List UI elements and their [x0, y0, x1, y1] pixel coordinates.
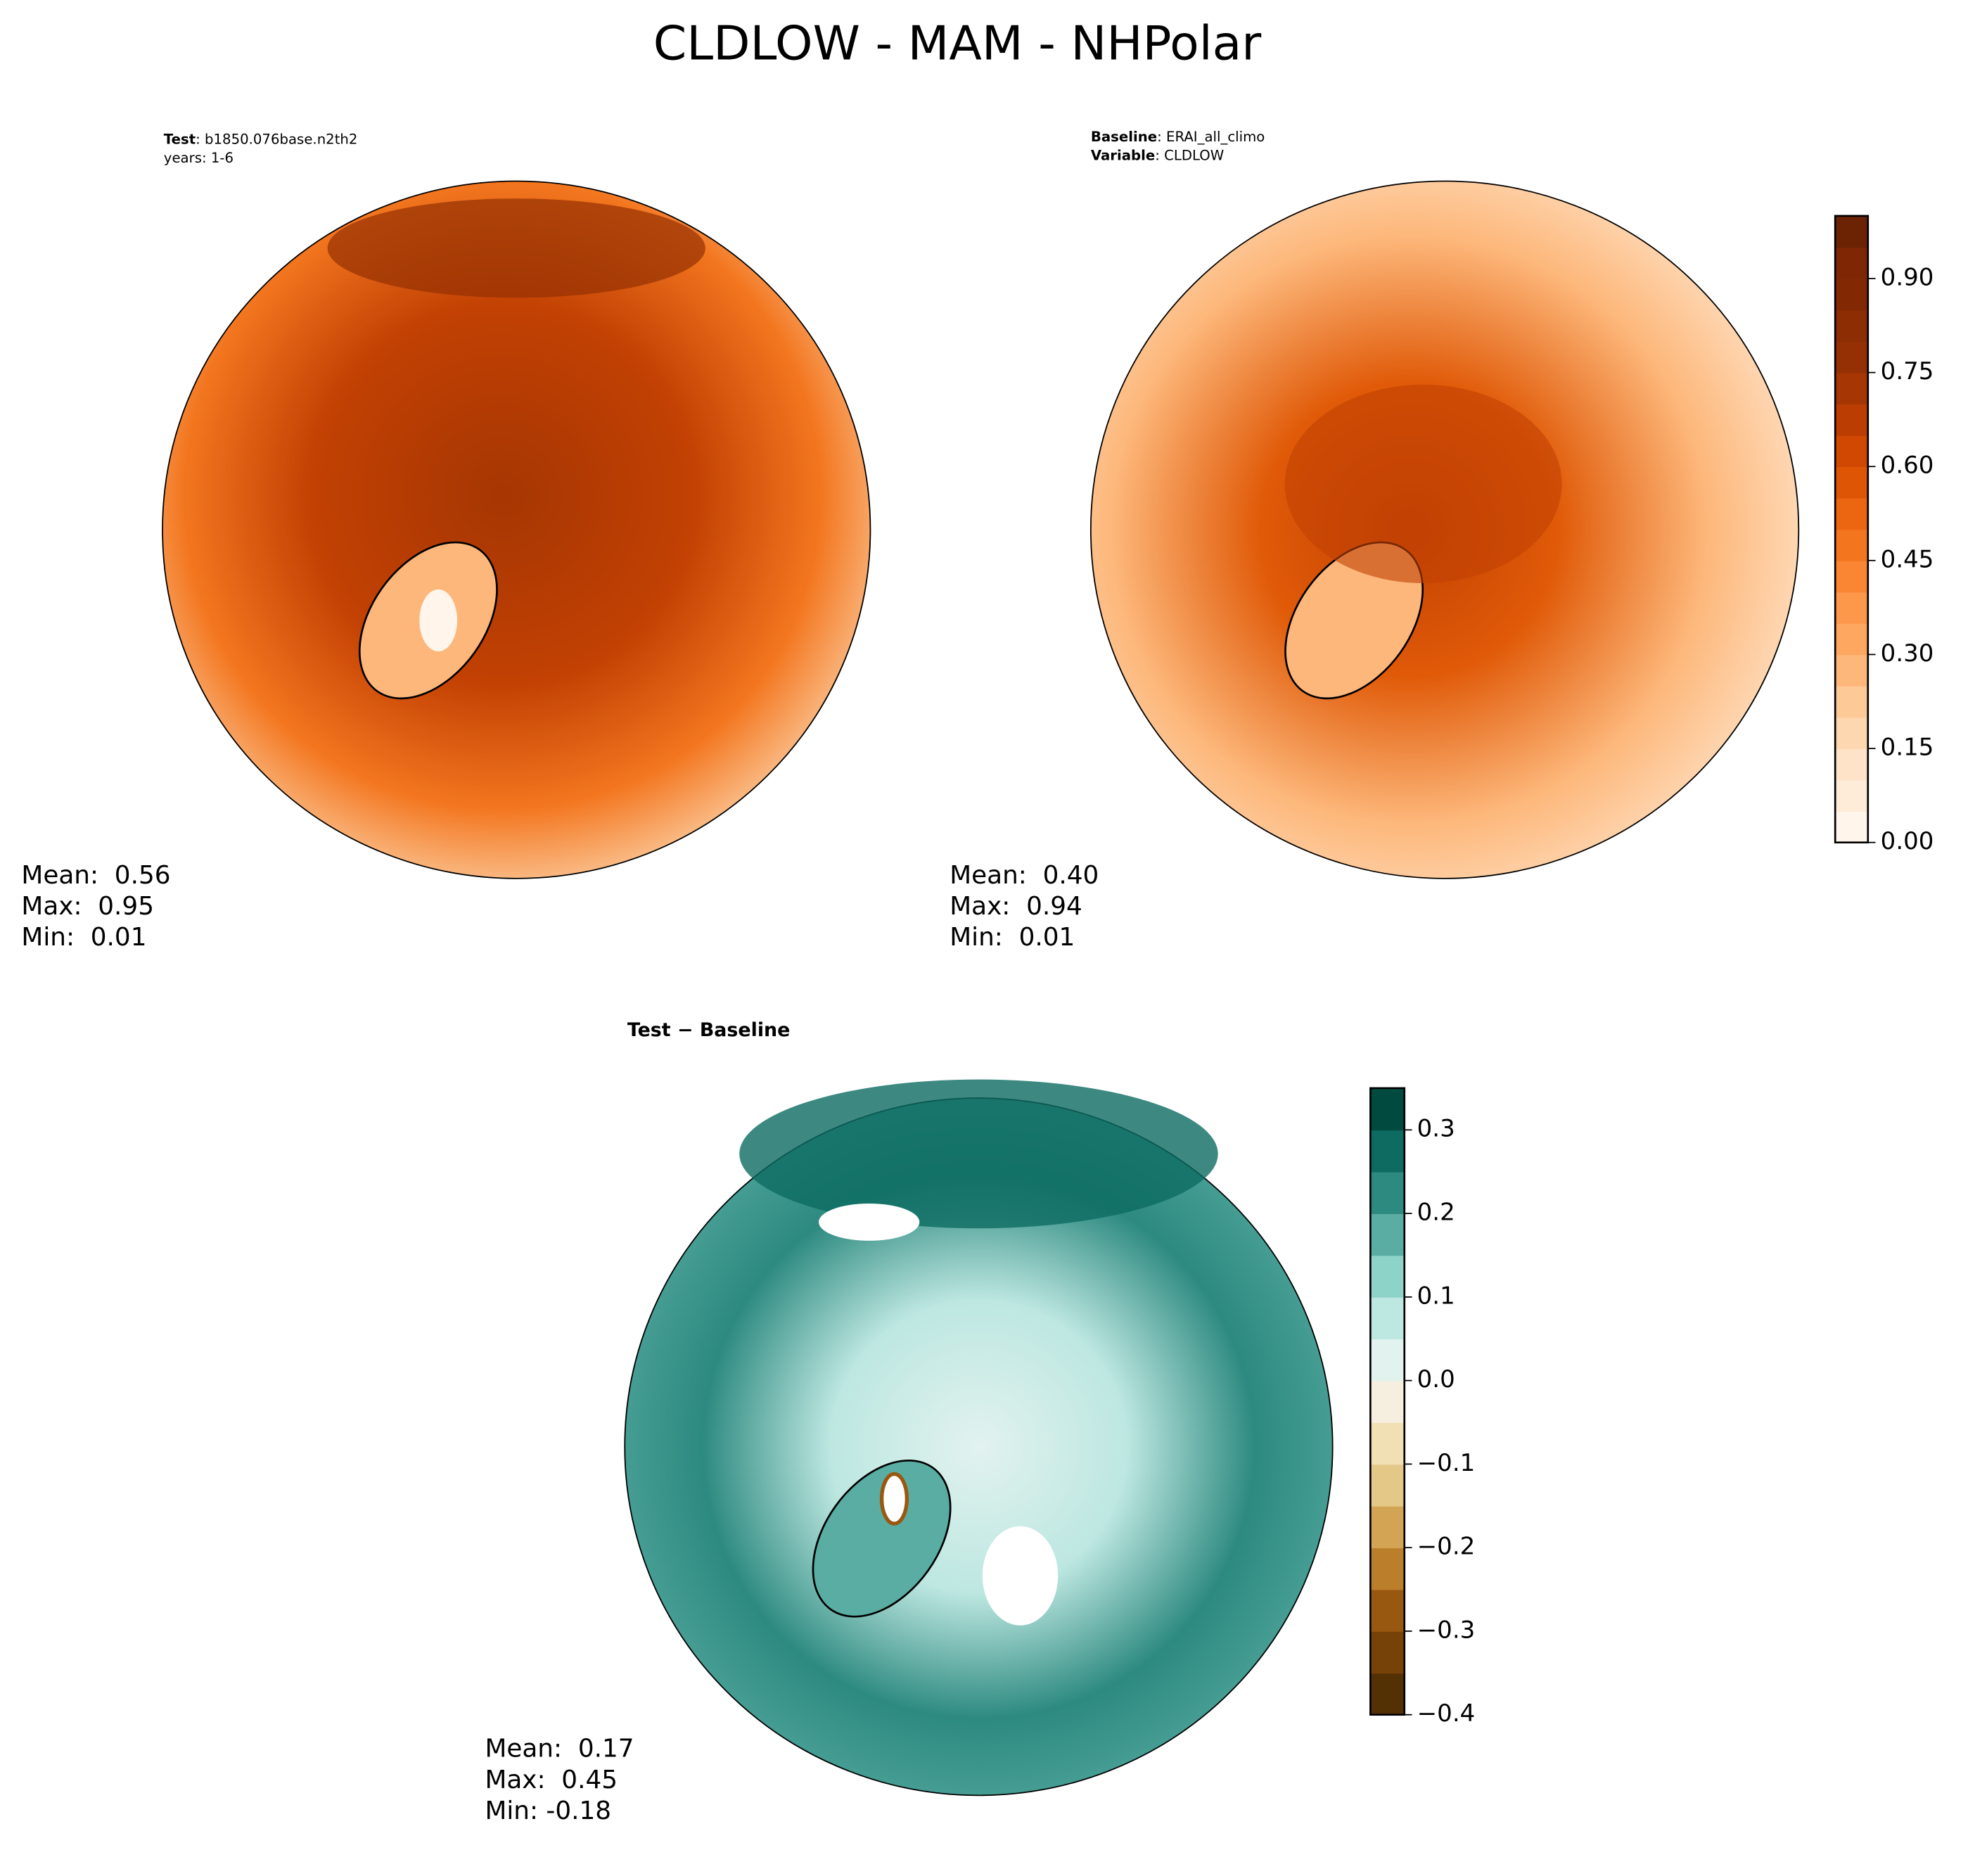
stat-line: Min: 0.01: [950, 923, 1075, 952]
colorbar-segment: [1835, 529, 1868, 561]
colorbar-segment: [1370, 1548, 1405, 1590]
header-key: Test: [164, 132, 196, 148]
colorbar-segment: [1370, 1589, 1405, 1632]
colorbar-tick-label: −0.1: [1417, 1449, 1476, 1476]
figure-title: CLDLOW - MAM - NHPolar: [653, 15, 1262, 70]
colorbar-tick-label: 0.30: [1881, 639, 1934, 667]
colorbar-segment: [1370, 1505, 1405, 1549]
colorbar-segment: [1835, 654, 1868, 687]
colorbar-frame: [1834, 215, 1869, 844]
colorbar-segment: [1370, 1213, 1405, 1256]
colorbar-segment: [1370, 1130, 1405, 1173]
header-text: : ERAI_all_climo: [1157, 129, 1265, 145]
colorbar-segment: [1835, 623, 1868, 656]
colorbar-segment: [1835, 341, 1868, 374]
colorbar-tick-label: 0.60: [1881, 452, 1934, 479]
colorbar-segment: [1835, 404, 1868, 436]
header-text: years: 1-6: [164, 150, 234, 166]
panel-header: years: 1-6: [164, 150, 234, 166]
stat-line: Mean: 0.17: [485, 1735, 634, 1763]
stat-line: Mean: 0.56: [21, 861, 170, 890]
colorbar-segment: [1835, 278, 1868, 311]
colorbar-segment: [1370, 1296, 1405, 1340]
panel-header: Test − Baseline: [627, 1019, 791, 1041]
colorbar-segment: [1835, 685, 1868, 718]
colorbar-tick-label: −0.3: [1417, 1616, 1476, 1644]
colorbar-segment: [1835, 811, 1868, 843]
colorbar-tick-label: 0.2: [1417, 1199, 1455, 1226]
colorbar-segment: [1370, 1171, 1405, 1214]
header-text: : b1850.076base.n2th2: [196, 132, 357, 148]
stat-line: Min: 0.01: [21, 923, 146, 952]
colorbar-segment: [1835, 779, 1868, 812]
colorbar-tick-label: 0.75: [1881, 357, 1934, 385]
colorbar-segment: [1835, 435, 1868, 468]
stat-line: Max: 0.45: [485, 1766, 618, 1794]
colorbar-tick-label: 0.90: [1881, 264, 1934, 291]
colorbar-segment: [1370, 1087, 1405, 1131]
header-key: Baseline: [1091, 129, 1157, 145]
map: [1089, 180, 1800, 879]
colorbar-segment: [1835, 372, 1868, 405]
header-key: Variable: [1091, 148, 1155, 164]
colorbar-segment: [1835, 215, 1868, 248]
map: [162, 180, 871, 879]
colorbar-segment: [1370, 1422, 1405, 1465]
map: [624, 1079, 1334, 1797]
colorbar-segment: [1370, 1255, 1405, 1298]
colorbar-segment: [1370, 1673, 1405, 1716]
colorbar-segment: [1835, 748, 1868, 781]
header-key: Test − Baseline: [627, 1019, 791, 1041]
colorbar-segment: [1835, 560, 1868, 593]
colorbar-frame: [1369, 1087, 1406, 1716]
colorbar-segment: [1835, 497, 1868, 530]
colorbar-segment: [1835, 592, 1868, 624]
panel-header: Baseline: ERAI_all_climo: [1091, 129, 1265, 145]
colorbar-segment: [1370, 1631, 1405, 1674]
stat-line: Max: 0.94: [950, 892, 1082, 921]
colorbar-segment: [1370, 1380, 1405, 1423]
colorbar-segment: [1370, 1339, 1405, 1382]
panel-header: Test: b1850.076base.n2th2: [164, 132, 358, 148]
panel-header: Variable: CLDLOW: [1091, 148, 1224, 164]
stat-line: Min: -0.18: [485, 1797, 611, 1825]
colorbar-tick-label: 0.45: [1881, 546, 1934, 573]
colorbar-tick-label: 0.0: [1417, 1365, 1455, 1393]
colorbar-tick-label: −0.2: [1417, 1533, 1476, 1560]
colorbar-tick-label: 0.3: [1417, 1115, 1455, 1142]
header-text: : CLDLOW: [1155, 148, 1224, 164]
colorbar-tick-label: 0.1: [1417, 1282, 1455, 1310]
colorbar-tick-label: −0.4: [1417, 1699, 1476, 1727]
colorbar-tick-label: 0.15: [1881, 734, 1934, 761]
colorbar-segment: [1835, 717, 1868, 749]
stat-line: Max: 0.95: [21, 892, 154, 921]
colorbar-segment: [1370, 1464, 1405, 1507]
colorbar-segment: [1835, 310, 1868, 342]
colorbar-tick-label: 0.00: [1881, 827, 1934, 855]
colorbar-segment: [1835, 247, 1868, 279]
colorbar-segment: [1835, 466, 1868, 499]
stat-line: Mean: 0.40: [950, 861, 1099, 890]
